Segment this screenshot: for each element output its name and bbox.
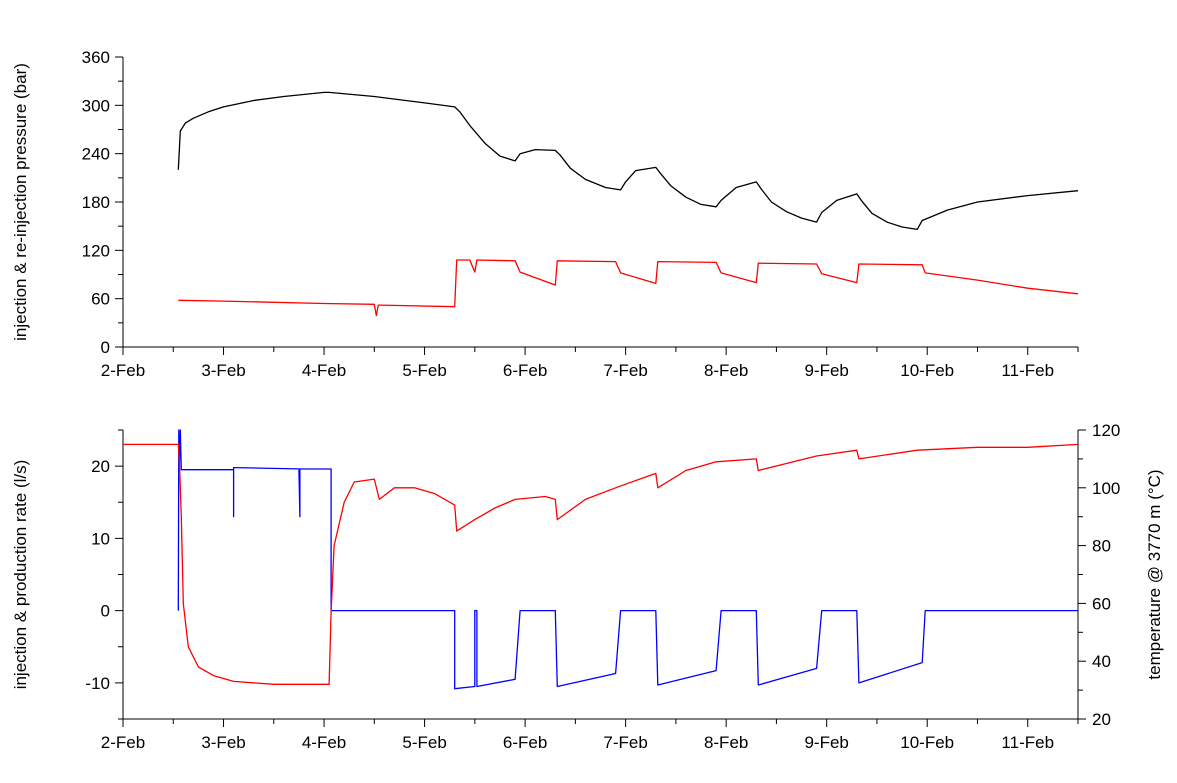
x-tick-label: 3-Feb [201,733,245,752]
series-line-0 [177,91,1079,231]
y-tick-label: 0 [101,602,110,621]
x-tick-label: 11-Feb [1001,361,1054,380]
y-tick-label: 60 [91,290,110,309]
y2-tick-label: 60 [1092,594,1111,613]
y-tick-label: 240 [82,145,110,164]
y-axis-label: injection & production rate (l/s) [11,460,30,690]
x-tick-label: 9-Feb [804,733,848,752]
y2-tick-label: 120 [1092,421,1120,440]
x-tick-label: 6-Feb [503,361,547,380]
x-tick-label: 7-Feb [603,361,647,380]
y-tick-label: 20 [91,457,110,476]
series-line-1 [123,443,1079,685]
series-line-0 [177,429,1078,690]
x-tick-label: 6-Feb [503,733,547,752]
series-line-1 [178,259,1079,317]
rate-temperature-panel: 2-Feb 3-Feb 4-Feb 5-Feb 6-Feb 7-Feb 8-Feb 9-Feb… [11,421,1164,752]
x-tick-label: 8-Feb [704,361,748,380]
y-tick-label: -10 [85,674,110,693]
y-tick-label: 10 [91,529,110,548]
y-tick-label: 360 [82,48,110,67]
x-tick-label: 3-Feb [201,361,245,380]
pressure-panel: 2-Feb 3-Feb 4-Feb 5-Feb 6-Feb 7-Feb 8-Feb 9-Feb… [11,48,1079,380]
x-tick-label: 4-Feb [302,361,346,380]
x-tick-label: 2-Feb [101,733,145,752]
y2-tick-label: 100 [1092,479,1120,498]
y-tick-label: 120 [82,241,110,260]
x-tick-label: 8-Feb [704,733,748,752]
y2-tick-label: 40 [1092,652,1111,671]
x-tick-label: 10-Feb [900,361,954,380]
y2-tick-label: 20 [1092,710,1111,729]
y-tick-label: 180 [82,193,110,212]
x-tick-label: 11-Feb [1001,733,1054,752]
x-tick-label: 2-Feb [101,361,145,380]
y-tick-label: 0 [101,338,110,357]
x-tick-label: 4-Feb [302,733,346,752]
x-tick-label: 9-Feb [804,361,848,380]
y2-axis-label: temperature @ 3770 m (°C) [1145,469,1164,679]
y-axis-label: injection & re-injection pressure (bar) [11,63,30,341]
x-tick-label: 5-Feb [402,733,446,752]
x-tick-label: 10-Feb [900,733,954,752]
y-tick-label: 300 [82,96,110,115]
x-tick-label: 5-Feb [402,361,446,380]
x-tick-label: 7-Feb [603,733,647,752]
y2-tick-label: 80 [1092,537,1111,556]
